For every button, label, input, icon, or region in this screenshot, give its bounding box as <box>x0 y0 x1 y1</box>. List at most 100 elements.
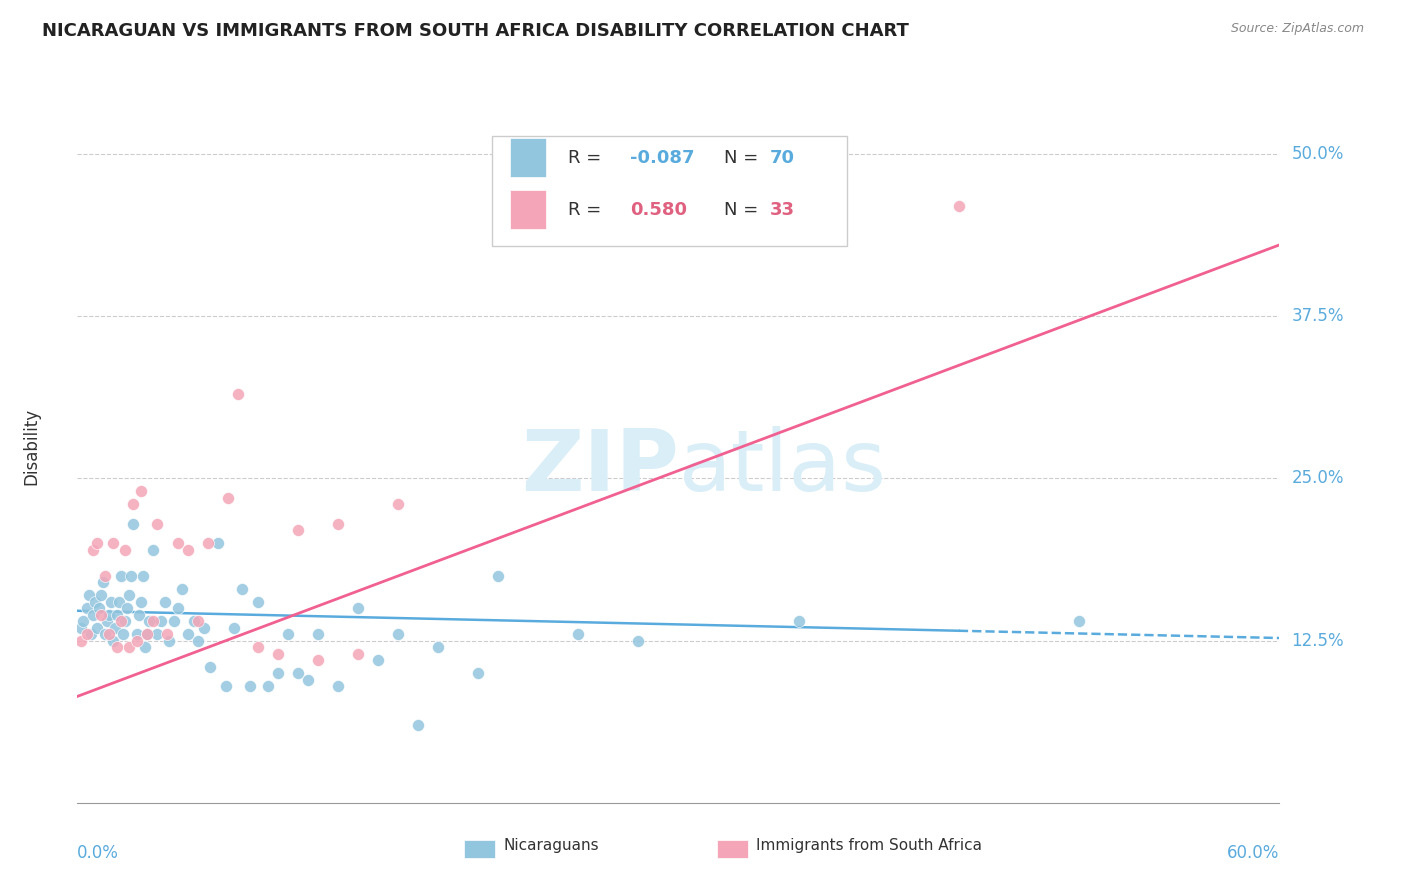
Text: 50.0%: 50.0% <box>1292 145 1344 163</box>
Point <box>787 614 810 628</box>
Point <box>82 542 104 557</box>
Point <box>110 568 132 582</box>
Text: Immigrants from South Africa: Immigrants from South Africa <box>756 838 983 853</box>
Text: R =: R = <box>568 149 607 167</box>
Point <box>117 601 139 615</box>
Point <box>98 607 121 622</box>
Point <box>146 516 169 531</box>
Point <box>347 601 370 615</box>
Point <box>297 673 319 687</box>
Point <box>948 199 970 213</box>
Point <box>287 524 309 538</box>
FancyBboxPatch shape <box>492 136 846 246</box>
Text: Disability: Disability <box>22 408 41 484</box>
Point <box>155 595 177 609</box>
Point <box>98 627 121 641</box>
Text: 33: 33 <box>769 201 794 219</box>
Point <box>114 542 136 557</box>
Text: R =: R = <box>568 201 613 219</box>
Point <box>186 614 209 628</box>
Point <box>222 621 245 635</box>
Point <box>170 582 193 596</box>
Point <box>134 640 156 654</box>
Text: N =: N = <box>724 201 763 219</box>
Point <box>246 640 269 654</box>
Point <box>387 497 409 511</box>
Point <box>246 595 269 609</box>
Point <box>186 633 209 648</box>
Text: 60.0%: 60.0% <box>1227 845 1279 863</box>
Point <box>86 536 108 550</box>
Point <box>118 640 141 654</box>
Text: 12.5%: 12.5% <box>1292 632 1344 649</box>
FancyBboxPatch shape <box>510 190 546 229</box>
Point <box>226 387 249 401</box>
Point <box>84 595 107 609</box>
Point <box>90 588 112 602</box>
Point <box>131 484 153 499</box>
Point <box>166 536 188 550</box>
Point <box>176 542 198 557</box>
Point <box>146 627 169 641</box>
Text: ZIP: ZIP <box>520 425 679 509</box>
Point <box>122 497 145 511</box>
Point <box>93 575 115 590</box>
Point <box>467 666 489 681</box>
Text: Nicaraguans: Nicaraguans <box>503 838 599 853</box>
Point <box>107 640 129 654</box>
Point <box>142 542 165 557</box>
Point <box>90 607 112 622</box>
Point <box>486 568 509 582</box>
Point <box>94 627 117 641</box>
Point <box>214 679 236 693</box>
Text: 0.580: 0.580 <box>630 201 688 219</box>
Text: 25.0%: 25.0% <box>1292 469 1344 487</box>
Point <box>267 647 290 661</box>
Point <box>307 627 329 641</box>
Point <box>104 621 127 635</box>
Point <box>120 568 142 582</box>
Point <box>176 627 198 641</box>
Point <box>89 601 111 615</box>
Point <box>79 588 101 602</box>
Point <box>156 627 179 641</box>
Point <box>103 536 125 550</box>
Point <box>80 627 103 641</box>
Point <box>132 568 155 582</box>
Point <box>128 607 150 622</box>
Point <box>627 633 650 648</box>
Point <box>94 568 117 582</box>
Text: -0.087: -0.087 <box>630 149 695 167</box>
Text: atlas: atlas <box>679 425 886 509</box>
Point <box>110 614 132 628</box>
Point <box>76 627 98 641</box>
Point <box>326 516 349 531</box>
Text: NICARAGUAN VS IMMIGRANTS FROM SOUTH AFRICA DISABILITY CORRELATION CHART: NICARAGUAN VS IMMIGRANTS FROM SOUTH AFRI… <box>42 22 910 40</box>
Point <box>287 666 309 681</box>
Point <box>326 679 349 693</box>
Point <box>86 621 108 635</box>
Point <box>150 614 173 628</box>
Point <box>103 633 125 648</box>
Point <box>127 627 149 641</box>
Point <box>387 627 409 641</box>
Point <box>207 536 229 550</box>
Point <box>96 614 118 628</box>
Point <box>108 595 131 609</box>
Point <box>277 627 299 641</box>
Point <box>159 633 181 648</box>
Point <box>138 614 160 628</box>
Point <box>267 666 290 681</box>
Text: 37.5%: 37.5% <box>1292 307 1344 326</box>
Text: 0.0%: 0.0% <box>77 845 120 863</box>
Point <box>70 621 93 635</box>
Point <box>231 582 253 596</box>
Point <box>567 627 589 641</box>
Point <box>166 601 188 615</box>
Point <box>197 536 219 550</box>
Point <box>131 595 153 609</box>
Point <box>114 614 136 628</box>
Text: 70: 70 <box>769 149 794 167</box>
Point <box>107 607 129 622</box>
Point <box>427 640 450 654</box>
